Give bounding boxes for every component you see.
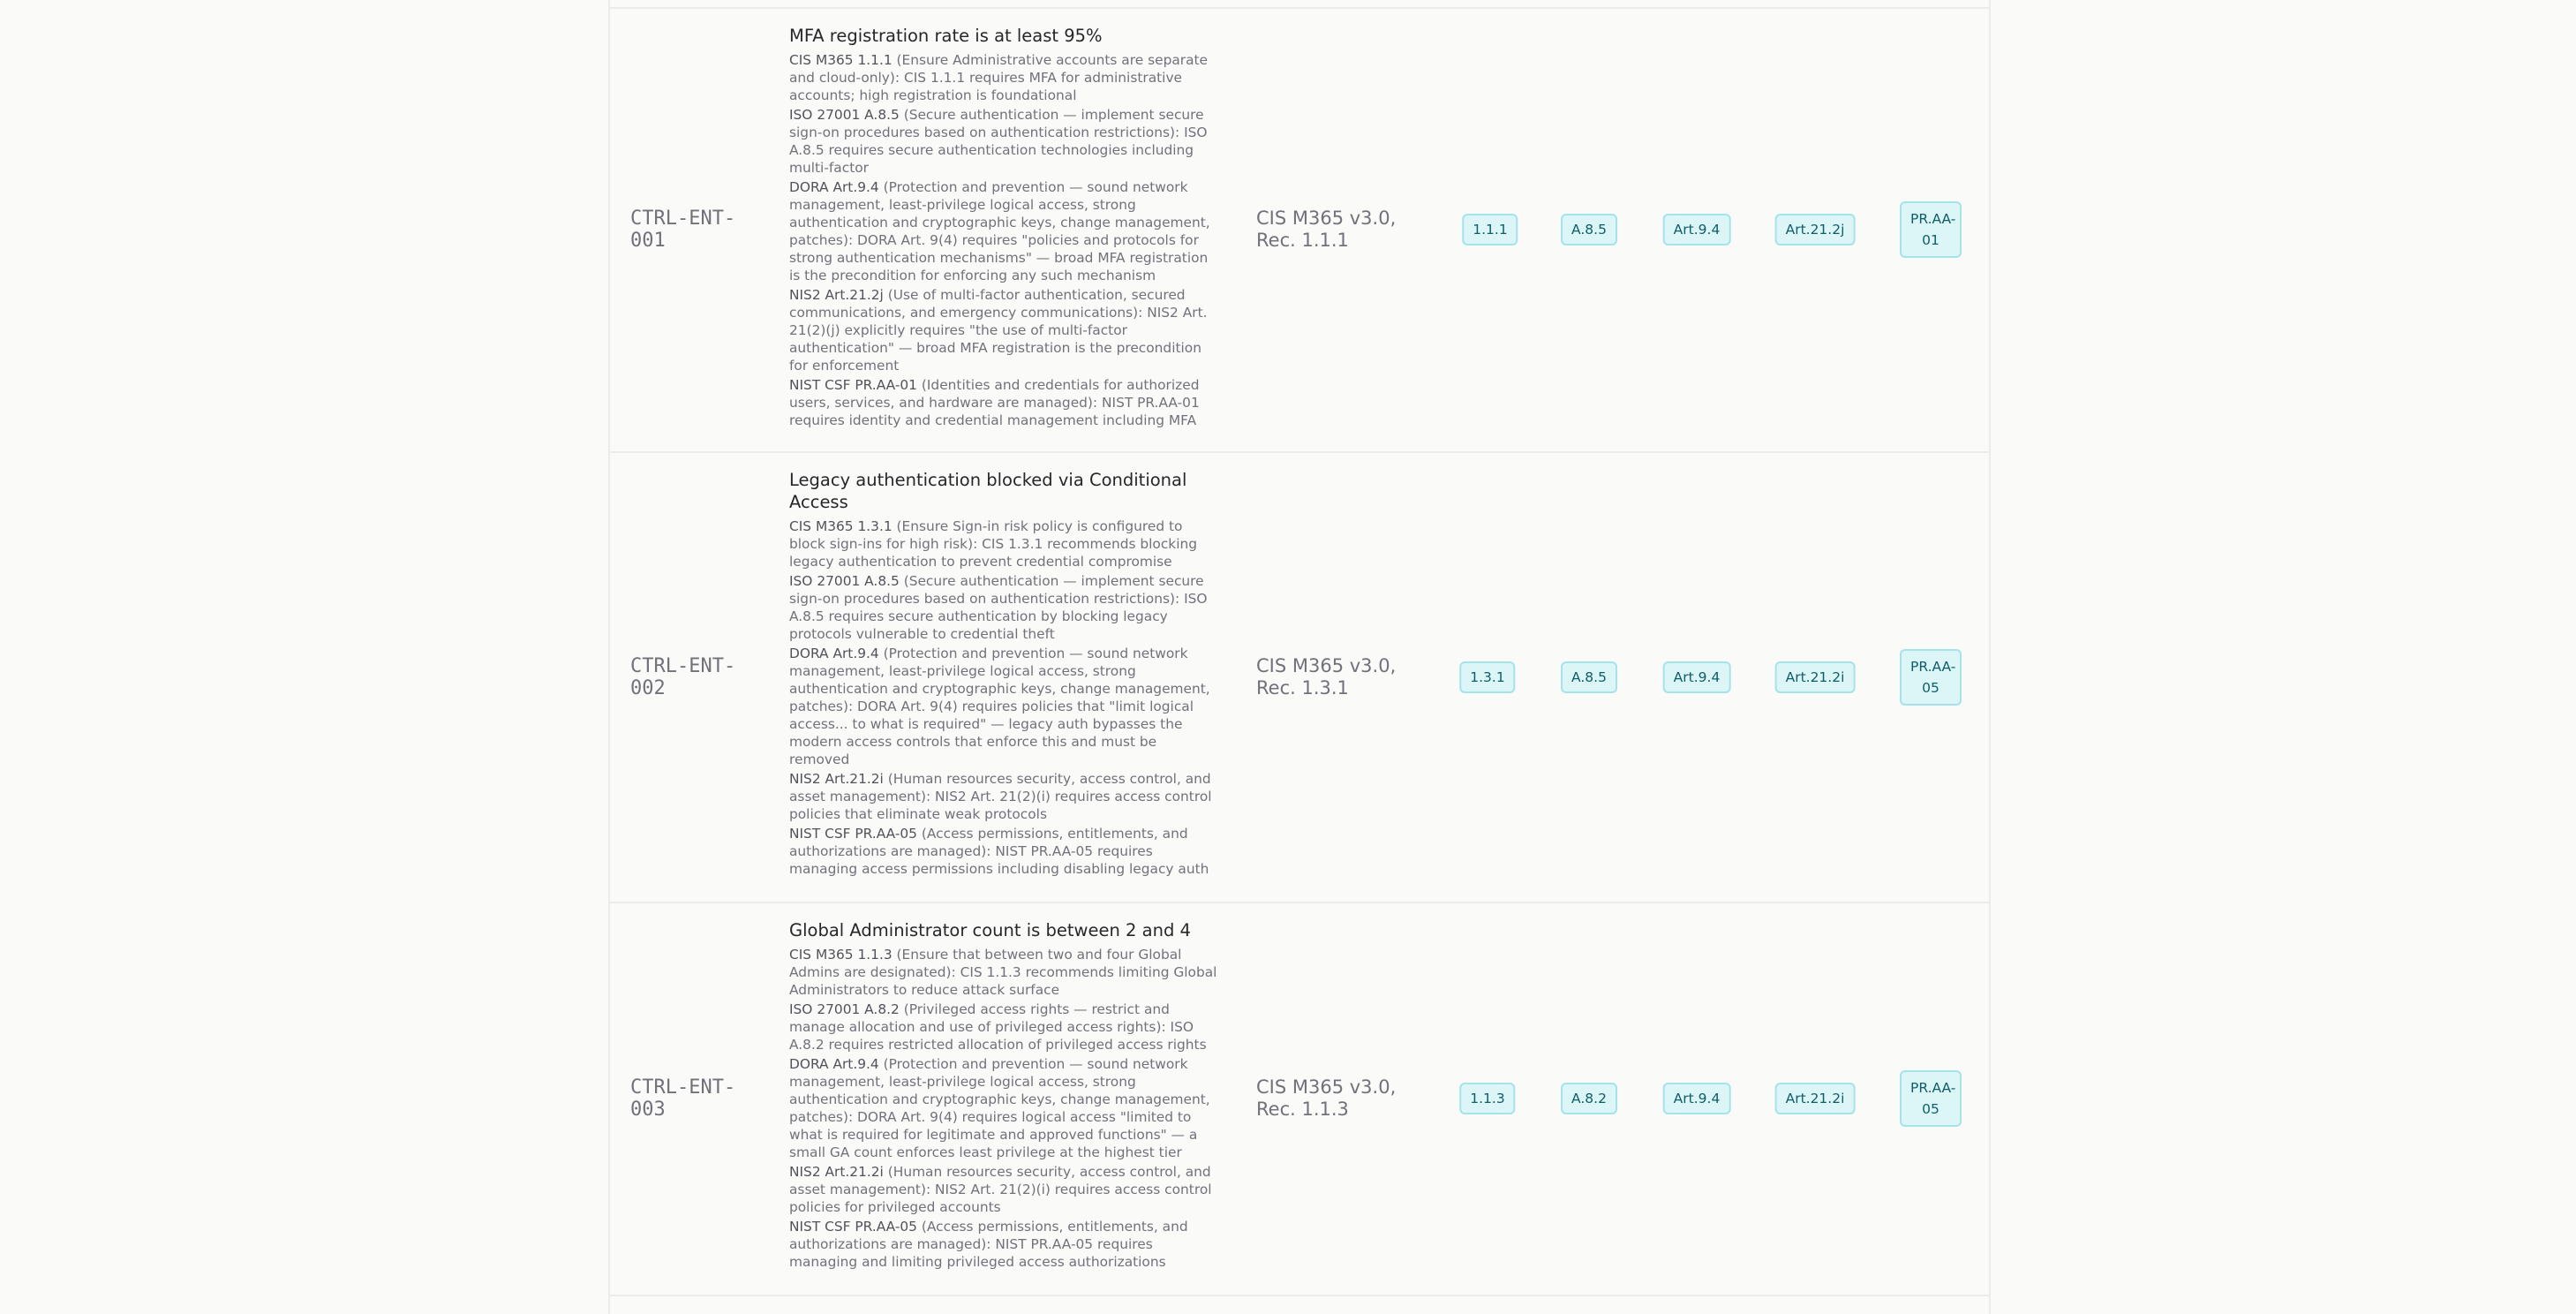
dora-badge[interactable]: Art.9.4 [1662,661,1731,693]
mapping-text: (Human resources security, access contro… [789,1164,1212,1215]
mapping-ref: DORA Art.9.4 [789,1056,879,1072]
mapping-ref: NIST CSF PR.AA-01 [789,377,917,393]
nist-badge[interactable]: PR.AA-05 [1900,649,1962,706]
mapping-ref: CIS M365 1.1.1 [789,52,893,68]
control-description: Global Administrator count is between 2 … [789,919,1220,1272]
control-source: CIS M365 v3.0, Rec. 1.1.3 [1256,1076,1397,1120]
mapping-iso: ISO 27001 A.8.2 (Privileged access right… [789,1001,1220,1053]
mapping-ref: CIS M365 1.1.3 [789,947,893,963]
iso-badge[interactable]: A.8.2 [1561,1083,1617,1114]
mapping-text: (Secure authentication — implement secur… [789,107,1208,176]
mapping-text: (Secure authentication — implement secur… [789,573,1208,642]
mapping-text: (Protection and prevention — sound netwo… [789,179,1210,283]
iso-badge[interactable]: A.8.5 [1561,214,1617,245]
mapping-ref: NIST CSF PR.AA-05 [789,1219,917,1235]
control-description: MFA registration rate is at least 95% CI… [789,25,1220,431]
nis2-badge[interactable]: Art.21.2i [1774,661,1856,693]
mapping-text: (Ensure Administrative accounts are sepa… [789,52,1209,103]
mapping-text: (Use of multi-factor authentication, sec… [789,287,1208,374]
mapping-iso: ISO 27001 A.8.5 (Secure authentication —… [789,572,1220,643]
cis-badge[interactable]: 1.3.1 [1459,661,1516,693]
mapping-cis: CIS M365 1.3.1 (Ensure Sign-in risk poli… [789,517,1220,570]
cis-badge[interactable]: 1.1.3 [1459,1083,1516,1114]
mapping-text: (Access permissions, entitlements, and a… [789,826,1209,877]
control-source: CIS M365 v3.0, Rec. 1.1.1 [1256,208,1397,251]
table-row: CTRL-ENT- 001 MFA registration rate is a… [610,9,1989,453]
mapping-nist: NIST CSF PR.AA-05 (Access permissions, e… [789,825,1220,878]
mapping-cis: CIS M365 1.1.3 (Ensure that between two … [789,946,1220,999]
controls-table: CTRL-ENT- 001 MFA registration rate is a… [608,0,1991,1314]
mapping-text: (Human resources security, access contro… [789,771,1212,822]
control-id: CTRL-ENT- 001 [630,208,736,252]
mapping-dora: DORA Art.9.4 (Protection and prevention … [789,645,1220,768]
dora-badge[interactable]: Art.9.4 [1662,214,1731,245]
mapping-ref: DORA Art.9.4 [789,646,879,661]
nist-badge[interactable]: PR.AA-01 [1900,201,1962,258]
mapping-nis2: NIS2 Art.21.2j (Use of multi-factor auth… [789,286,1220,374]
mapping-text: (Protection and prevention — sound netwo… [789,646,1210,767]
mapping-text: (Identities and credentials for authoriz… [789,377,1200,428]
mapping-ref: NIST CSF PR.AA-05 [789,826,917,842]
table-row: CTRL-ENT- 002 Legacy authentication bloc… [610,453,1989,903]
mapping-ref: CIS M365 1.3.1 [789,518,893,534]
mapping-ref: NIS2 Art.21.2j [789,287,884,303]
cis-badge[interactable]: 1.1.1 [1462,214,1518,245]
nis2-badge[interactable]: Art.21.2j [1774,214,1856,245]
mapping-nis2: NIS2 Art.21.2i (Human resources security… [789,1163,1220,1216]
control-title: Legacy authentication blocked via Condit… [789,470,1187,512]
control-title: MFA registration rate is at least 95% [789,26,1103,46]
mapping-nist: NIST CSF PR.AA-01 (Identities and creden… [789,376,1220,429]
control-description: Legacy authentication blocked via Condit… [789,469,1220,880]
nis2-badge[interactable]: Art.21.2i [1774,1083,1856,1114]
mapping-ref: NIS2 Art.21.2i [789,1164,884,1180]
mapping-ref: DORA Art.9.4 [789,179,879,195]
dora-badge[interactable]: Art.9.4 [1662,1083,1731,1114]
mapping-nis2: NIS2 Art.21.2i (Human resources security… [789,770,1220,823]
mapping-dora: DORA Art.9.4 (Protection and prevention … [789,178,1220,284]
iso-badge[interactable]: A.8.5 [1561,661,1617,693]
mapping-nist: NIST CSF PR.AA-05 (Access permissions, e… [789,1218,1220,1271]
mapping-dora: DORA Art.9.4 (Protection and prevention … [789,1055,1220,1161]
mapping-ref: ISO 27001 A.8.2 [789,1001,900,1017]
control-title: Global Administrator count is between 2 … [789,920,1191,940]
table-row: CTRL-ENT- 003 Global Administrator count… [610,903,1989,1296]
mapping-text: (Ensure that between two and four Global… [789,947,1217,998]
mapping-text: (Access permissions, entitlements, and a… [789,1219,1188,1270]
mapping-iso: ISO 27001 A.8.5 (Secure authentication —… [789,106,1220,177]
control-source: CIS M365 v3.0, Rec. 1.3.1 [1256,655,1397,699]
mapping-text: (Privileged access rights — restrict and… [789,1001,1207,1053]
control-id: CTRL-ENT- 002 [630,655,736,699]
mapping-text: (Ensure Sign-in risk policy is configure… [789,518,1198,570]
mapping-ref: ISO 27001 A.8.5 [789,573,900,589]
control-id: CTRL-ENT- 003 [630,1076,736,1121]
mapping-ref: ISO 27001 A.8.5 [789,107,900,123]
mapping-cis: CIS M365 1.1.1 (Ensure Administrative ac… [789,51,1220,104]
table-header-divider [610,7,1989,9]
mapping-ref: NIS2 Art.21.2i [789,771,884,787]
mapping-text: (Protection and prevention — sound netwo… [789,1056,1210,1160]
nist-badge[interactable]: PR.AA-05 [1900,1070,1962,1127]
